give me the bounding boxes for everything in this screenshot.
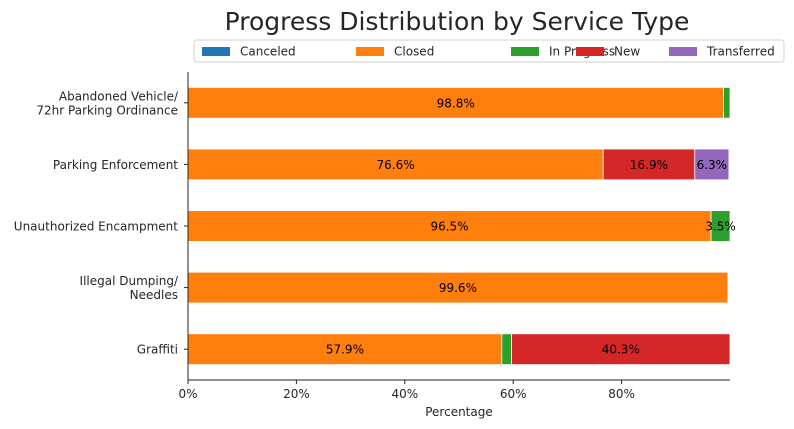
y-tick-label-line: Unauthorized Encampment <box>14 220 179 234</box>
bar-segment <box>501 333 512 365</box>
bar-value-label: 96.5% <box>430 220 468 234</box>
legend-swatch <box>202 47 230 56</box>
bar-value-label: 16.9% <box>630 158 668 172</box>
legend-frame <box>193 39 785 63</box>
bar-segment <box>187 271 729 304</box>
x-tick-label: 40% <box>391 387 418 401</box>
y-tick-label: Graffiti <box>137 343 178 357</box>
bar-segment <box>187 87 724 119</box>
bars <box>187 87 731 365</box>
y-tick-label: Abandoned Vehicle/72hr Parking Ordinance <box>36 89 179 117</box>
y-tick-label-line: Graffiti <box>137 343 178 357</box>
y-tick-label-line: Needles <box>130 288 178 302</box>
bar-value-label: 76.6% <box>377 158 415 172</box>
y-tick-label-line: 72hr Parking Ordinance <box>36 103 178 117</box>
legend-swatch <box>356 47 384 56</box>
x-tick-label: 20% <box>283 387 310 401</box>
bar-segment <box>723 87 731 119</box>
bar-value-label: 57.9% <box>326 343 364 357</box>
legend-label: Closed <box>394 45 434 59</box>
x-tick-labels: 0% 20% 40% 60% 80% <box>178 387 634 401</box>
chart-title: Progress Distribution by Service Type <box>225 7 690 36</box>
axes <box>184 72 730 384</box>
legend-label: Transferred <box>706 45 775 59</box>
legend-label: Canceled <box>240 45 296 59</box>
x-tick-label: 80% <box>608 387 635 401</box>
x-tick-label: 60% <box>500 387 527 401</box>
y-tick-label: Illegal Dumping/Needles <box>80 274 179 302</box>
bar-segment <box>511 333 731 365</box>
bar-segment <box>710 210 731 242</box>
x-tick-label: 0% <box>178 387 197 401</box>
bar-value-label: 99.6% <box>439 281 477 295</box>
bar-value-label: 40.3% <box>602 343 640 357</box>
y-tick-label-line: Parking Enforcement <box>53 158 178 172</box>
legend-label: New <box>614 45 640 59</box>
bar-value-label: 98.8% <box>437 96 475 110</box>
bar-segment <box>602 148 696 181</box>
legend-swatch <box>576 47 604 56</box>
bar-labels: 98.8% 76.6% 16.9% 6.3% 96.5% 3.5% 99.6% 57.9% 40… <box>326 96 736 356</box>
y-tick-label-line: Illegal Dumping/ <box>80 274 179 288</box>
bar-value-label: 6.3% <box>697 158 728 172</box>
y-tick-label: Parking Enforcement <box>53 158 178 172</box>
y-tick-label: Unauthorized Encampment <box>14 220 179 234</box>
y-tick-label-line: Abandoned Vehicle/ <box>59 89 179 103</box>
y-tick-labels: Abandoned Vehicle/72hr Parking Ordinance… <box>14 89 179 356</box>
bar-value-label: 3.5% <box>705 220 736 234</box>
x-axis-label: Percentage <box>425 405 493 419</box>
legend-swatch <box>511 47 539 56</box>
legend-swatch <box>669 47 697 56</box>
bar-segment <box>694 148 730 181</box>
bar-segment <box>187 210 712 242</box>
